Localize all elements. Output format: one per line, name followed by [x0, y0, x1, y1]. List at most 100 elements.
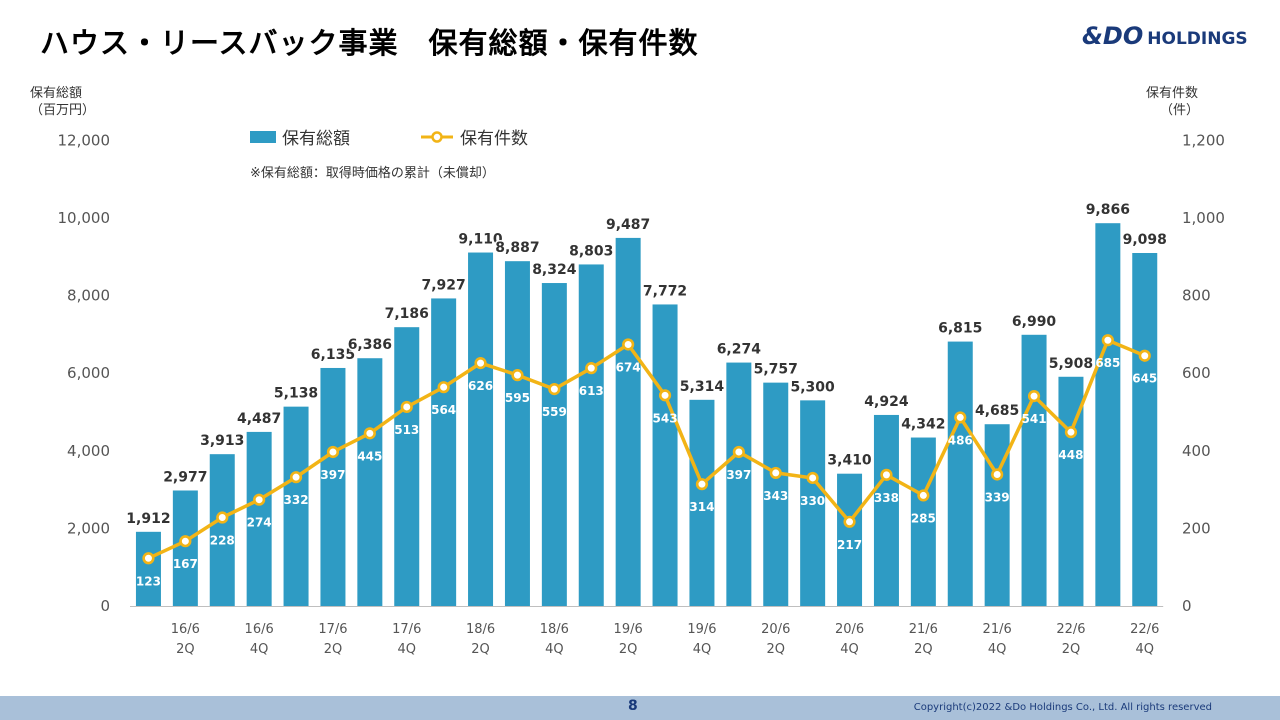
x-axis-tick-label: 4Q [840, 642, 859, 657]
line-value-label: 123 [136, 574, 161, 588]
line-point [289, 471, 303, 484]
count-line [147, 338, 1146, 560]
right-axis-tick-label: 1,000 [1182, 209, 1225, 227]
line-point [253, 493, 266, 506]
bar-value-label: 5,908 [1049, 356, 1093, 372]
bar-value-label: 5,300 [791, 379, 836, 395]
line-point [511, 369, 524, 382]
line-value-label: 564 [431, 403, 456, 417]
bar-value-label: 9,098 [1123, 232, 1167, 248]
bar-value-label: 7,772 [643, 283, 687, 299]
line-point [917, 489, 930, 502]
line-value-label: 543 [653, 411, 678, 425]
bar-value-label: 8,803 [569, 243, 613, 259]
bar [135, 531, 161, 606]
bar [468, 252, 494, 607]
x-axis-tick-label: 22/6 [1130, 622, 1159, 637]
bar-value-label: 5,314 [680, 379, 725, 395]
bar [984, 424, 1010, 606]
line-point [474, 357, 487, 370]
page-number: 8 [628, 698, 638, 714]
line-value-label: 339 [985, 490, 1010, 504]
bar-value-label: 6,815 [938, 321, 982, 337]
bar [947, 341, 973, 606]
x-axis-tick-label: 18/6 [466, 622, 495, 637]
left-axis-tick-label: 0 [100, 597, 110, 615]
right-axis-title: 保有件数 [1146, 86, 1199, 101]
line-value-label: 217 [837, 538, 862, 552]
bar-value-label: 4,685 [975, 403, 1019, 419]
bar [615, 237, 641, 606]
x-axis-tick-label: 19/6 [614, 622, 643, 637]
bar-value-label: 3,410 [827, 453, 872, 469]
legend-item-count: 保有件数 [420, 124, 528, 149]
bar [1132, 252, 1158, 606]
left-axis-tick-label: 12,000 [58, 131, 111, 149]
bar-value-label: 1,912 [126, 511, 170, 527]
left-axis-tick-label: 2,000 [67, 519, 110, 537]
line-value-label: 645 [1132, 372, 1157, 386]
line-point [363, 427, 376, 440]
x-axis-tick-label: 21/6 [909, 622, 938, 637]
line-point [142, 552, 155, 565]
line-value-label: 674 [616, 360, 641, 374]
x-axis-tick-label: 22/6 [1056, 622, 1085, 637]
chart-note: ※保有総額：取得時価格の累計（未償却） [250, 166, 495, 181]
bar [541, 283, 567, 606]
bar [910, 437, 936, 606]
line-value-label: 314 [689, 500, 714, 514]
x-axis-tick-label: 4Q [988, 642, 1007, 657]
left-axis-tick-label: 4,000 [67, 442, 110, 460]
x-axis-tick-label: 2Q [1062, 642, 1081, 657]
x-axis-tick-label: 19/6 [687, 622, 716, 637]
x-axis-tick-label: 2Q [914, 642, 933, 657]
company-logo: &DO HOLDINGS [1082, 22, 1248, 50]
line-point [585, 362, 598, 375]
legend-item-amount: 保有総額 [250, 124, 350, 149]
line-point [806, 471, 819, 485]
x-axis-tick-label: 4Q [545, 642, 564, 657]
bar-value-label: 3,913 [200, 433, 244, 449]
x-axis-tick-label: 4Q [250, 642, 269, 657]
line-point [954, 411, 967, 424]
line-point [437, 381, 450, 394]
line-point [1064, 426, 1078, 439]
line-value-label: 541 [1022, 412, 1047, 426]
line-value-label: 338 [874, 491, 899, 505]
line-value-label: 228 [210, 534, 235, 548]
line-value-label: 343 [763, 489, 788, 503]
bar-value-label: 7,186 [385, 306, 429, 322]
footer-bar: 8 Copyright(c)2022 &Do Holdings Co., Ltd… [0, 696, 1280, 720]
line-value-label: 685 [1095, 356, 1120, 370]
line-point [216, 511, 229, 524]
bar [320, 367, 346, 606]
x-axis-tick-label: 4Q [1135, 642, 1154, 657]
x-axis-tick-label: 4Q [693, 642, 712, 657]
x-axis-tick-label: 20/6 [761, 622, 790, 637]
bar-value-label: 4,487 [237, 411, 281, 427]
line-value-label: 626 [468, 379, 493, 393]
bar [172, 490, 198, 606]
line-value-label: 330 [800, 494, 825, 508]
left-axis-unit: （百万円） [30, 103, 96, 118]
bar [394, 327, 420, 606]
line-point [1027, 389, 1041, 403]
legend-label-amount: 保有総額 [282, 129, 350, 149]
bar [726, 362, 752, 606]
bar-value-label: 8,324 [532, 262, 577, 278]
bar-value-label: 9,110 [458, 232, 503, 248]
line-value-label: 595 [505, 391, 530, 405]
x-axis-tick-label: 2Q [766, 642, 785, 657]
bar [246, 431, 272, 606]
line-value-label: 513 [394, 423, 419, 437]
bar [283, 406, 309, 606]
logo-sub-text: HOLDINGS [1147, 29, 1248, 49]
line-value-label: 274 [247, 516, 272, 530]
bar-value-label: 6,990 [1012, 314, 1057, 330]
line-point [695, 478, 709, 491]
bar [504, 261, 530, 606]
line-value-label: 332 [284, 493, 309, 507]
bar-value-label: 7,927 [422, 277, 466, 293]
line-point [880, 468, 893, 481]
bar [689, 399, 715, 606]
